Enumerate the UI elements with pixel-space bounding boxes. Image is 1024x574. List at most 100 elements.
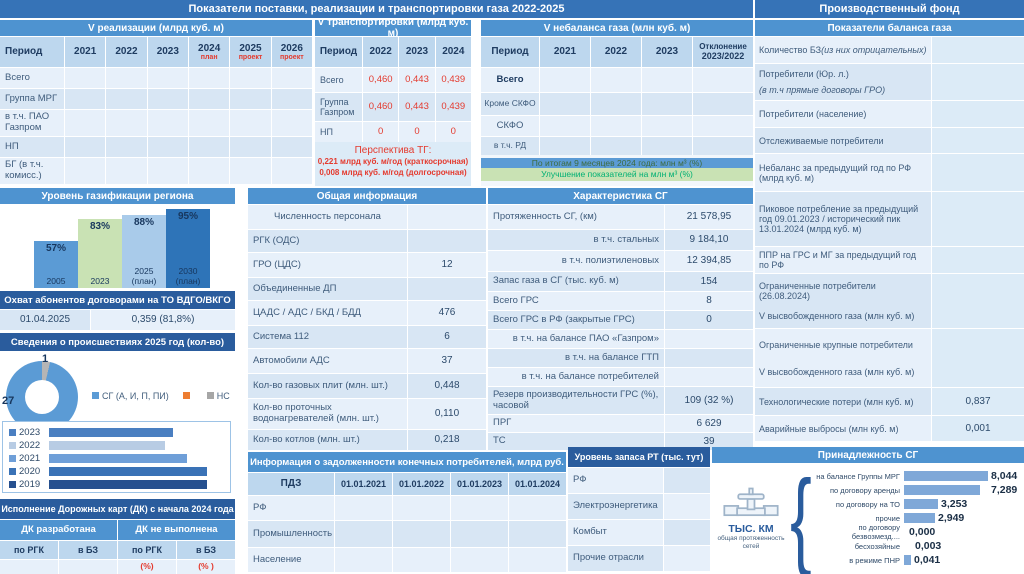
cell	[147, 110, 188, 136]
label-line2: V высвобожденного газа (млн куб. м)	[759, 311, 915, 321]
value: 6 629	[665, 415, 753, 432]
year-swatch	[9, 480, 16, 488]
value	[932, 37, 1024, 63]
cell	[147, 68, 188, 88]
cell	[188, 158, 230, 184]
year-note: проект	[238, 54, 263, 62]
year-bar	[49, 453, 188, 463]
row-label: в т.ч. на балансе ГТП	[488, 349, 664, 367]
cell	[271, 68, 312, 88]
year-label: 2021	[19, 452, 41, 464]
row-label: Система 112	[248, 326, 407, 348]
row-label: Кол-во котлов (млн. шт.)	[248, 430, 407, 450]
cell	[271, 158, 312, 184]
pct-cell: (%)	[118, 560, 176, 574]
cell	[230, 158, 271, 184]
incidents-section: Сведения о происшествиях 2025 год (кол-в…	[0, 333, 235, 497]
transport-section: V транспортировки (млрд куб. м) Период 2…	[315, 20, 471, 186]
row-label: Отслеживаемые потребители	[755, 128, 931, 153]
cell	[106, 110, 147, 136]
cell	[693, 93, 753, 115]
cell	[147, 89, 188, 109]
ownership-row: в режиме ПНР 0,041	[812, 554, 1024, 566]
year: 2026	[280, 42, 303, 54]
row-label: РФ	[248, 496, 334, 520]
cell	[642, 137, 692, 155]
cell	[540, 93, 590, 115]
unit-subtitle: общая протяженность сетей	[717, 535, 785, 550]
section-title: Принадлежность СГ	[712, 447, 1024, 463]
cell	[591, 137, 641, 155]
bar-2005: 57% 2005	[34, 240, 78, 288]
year: 2022	[115, 46, 138, 58]
legend-item: СГ (А, И, П, ПИ)	[92, 391, 169, 401]
row-label: РГК (ОДС)	[248, 230, 407, 252]
realization-section: V реализации (млрд куб. м) Период 2021 2…	[0, 20, 312, 186]
year-label: 2023	[19, 426, 41, 438]
bar	[904, 555, 911, 565]
bar-value: 0,041	[914, 554, 941, 566]
value: 21 578,95	[665, 205, 753, 229]
ownership-chart: ТЫС. КМ общая протяженность сетей { на б…	[712, 464, 1024, 572]
col-dk-developed: ДК разработана	[0, 520, 117, 540]
row-label: Электроэнергетика	[568, 494, 663, 519]
cell	[65, 137, 106, 157]
row-label: ПРГ	[488, 415, 664, 432]
row-label: Всего ГРС в РФ (закрытые ГРС)	[488, 311, 664, 329]
legend-swatch-gray	[206, 392, 214, 399]
section-title: Характеристика СГ	[488, 188, 753, 204]
tg-outlook: Перспектива ТГ: 0,221 млрд куб. м/год (к…	[315, 142, 471, 186]
general-info-section: Общая информация Численность персонала Р…	[248, 188, 486, 450]
sub-col: в БЗ	[177, 541, 235, 559]
label: Отслеживаемые потребители	[759, 135, 884, 146]
bar-label: в режиме ПНР	[849, 555, 900, 565]
footer-line2: Улучшение показателей на млн м³ (%)	[481, 168, 753, 181]
year-bar	[49, 427, 174, 437]
label: Количество БЗ	[759, 45, 822, 55]
value: 476	[408, 301, 486, 325]
production-fund-section: Показатели баланса газа Количество БЗ (и…	[755, 20, 1024, 448]
pct-cell: (% )	[177, 560, 235, 574]
imbalance-section: V небаланса газа (млн куб. м) Период 202…	[481, 20, 753, 186]
cell	[271, 110, 312, 136]
legend-swatch-orange	[182, 392, 190, 399]
col-header: 01.01.2024	[509, 473, 566, 495]
cell	[147, 137, 188, 157]
section-title: Показатели баланса газа	[755, 20, 1024, 36]
cell	[271, 89, 312, 109]
bar	[904, 485, 981, 495]
bar-2030: 95% 2030 (план)	[166, 209, 210, 288]
row-label: НП	[315, 122, 362, 142]
row-label: в т.ч. РД	[481, 137, 539, 155]
bar	[904, 471, 988, 481]
value	[932, 154, 1024, 191]
imbalance-footer: По итогам 9 месяцев 2024 года: млн м³ (%…	[481, 155, 753, 186]
outlook-title: Перспектива ТГ:	[354, 145, 432, 156]
year-swatch	[9, 428, 16, 436]
bar-label: бесхозяйные	[854, 541, 900, 551]
ownership-row: на балансе Группы МРГ 8,044	[812, 470, 1024, 482]
bar-label: по договору безвозмезд....	[851, 523, 900, 541]
row-label: в т.ч. полиэтиленовых	[488, 251, 664, 271]
cell	[59, 560, 117, 574]
legend-item	[182, 391, 193, 401]
value: 0,218	[408, 430, 486, 450]
col-header: 2025 проект	[230, 37, 271, 67]
dev-line2: 2023/2022	[701, 51, 745, 62]
row-label: в т.ч. на балансе ПАО «Газпром»	[488, 330, 664, 348]
bar-value: 0,003	[915, 540, 942, 552]
sg-characteristics-section: Характеристика СГ Протяженность СГ, (км)…	[488, 188, 753, 450]
col-header: 2026 проект	[271, 37, 312, 67]
year-row: 2019	[9, 478, 224, 490]
value: 0	[665, 311, 753, 329]
value: 0,460	[363, 68, 399, 92]
value	[665, 349, 753, 367]
row-label: Кроме СКФО	[481, 93, 539, 115]
network-length-block: ТЫС. КМ общая протяженность сетей	[712, 465, 790, 571]
section-title: Охват абонентов договорами на ТО ВДГО/ВК…	[0, 291, 235, 309]
ownership-row: по договору безвозмезд.... 0,000	[812, 523, 1024, 541]
col-header: 2024 план	[188, 37, 230, 67]
value: 109 (32 %)	[665, 387, 753, 414]
bar-year: 2023	[90, 275, 110, 286]
